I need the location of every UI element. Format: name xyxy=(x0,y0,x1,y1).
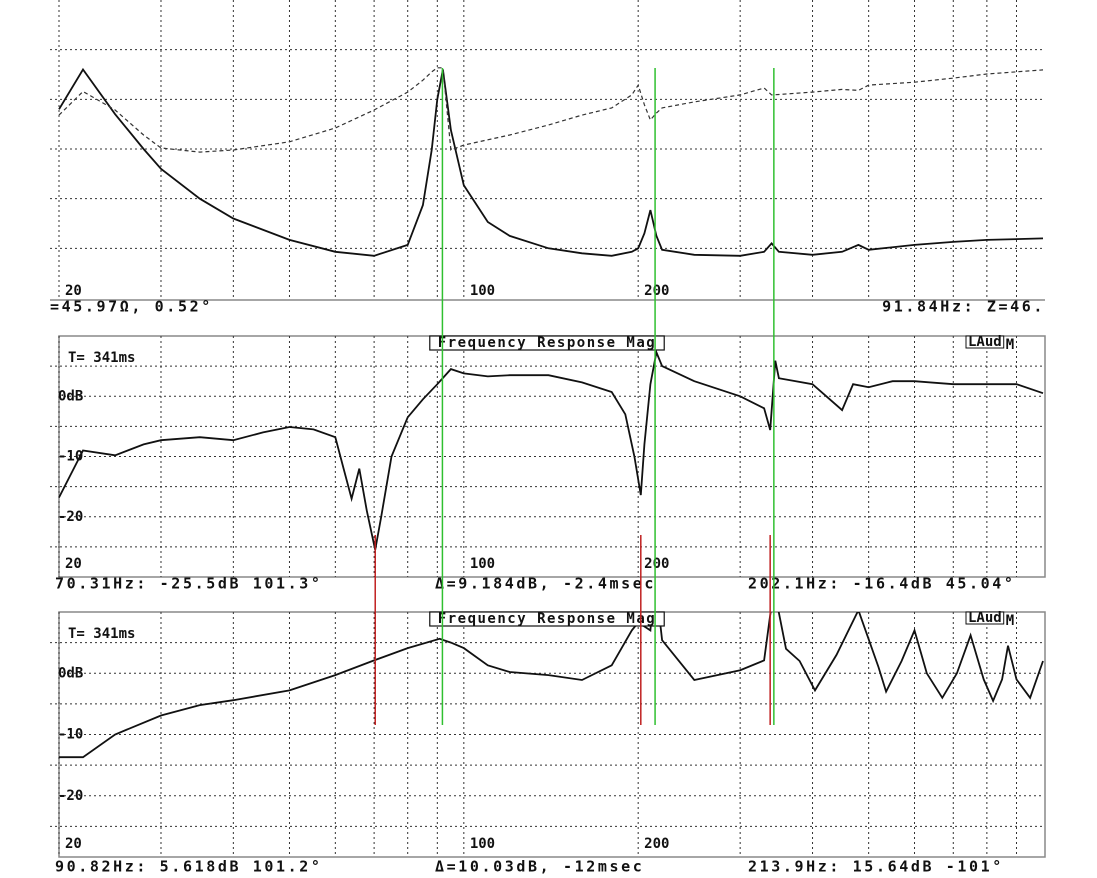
y-tick-label: -10 xyxy=(58,727,83,743)
plot-area xyxy=(58,67,1044,257)
status-readout: Δ=10.03dB, -12msec xyxy=(435,858,644,876)
badge-sub: M xyxy=(1006,613,1014,629)
panel-frame xyxy=(58,611,1046,858)
time-label: T= 341ms xyxy=(68,350,135,366)
badge-sub: M xyxy=(1006,337,1014,353)
x-tick-label: 200 xyxy=(644,836,669,852)
title-box xyxy=(429,611,665,627)
panel-frame xyxy=(58,335,1046,578)
status-readout: 90.82Hz: 5.618dB 101.2° xyxy=(55,858,323,876)
trace xyxy=(59,349,1044,551)
status-readout: Δ=9.184dB, -2.4msec xyxy=(435,575,656,593)
trace xyxy=(58,67,1044,153)
y-tick-label: -20 xyxy=(58,509,83,525)
x-tick-label: 100 xyxy=(470,556,495,572)
y-tick-label: -20 xyxy=(58,788,83,804)
status-readout: 91.84Hz: Z=46. xyxy=(882,298,1045,316)
x-tick-label: 200 xyxy=(644,283,669,299)
y-tick-label: 0dB xyxy=(58,665,83,681)
trace xyxy=(59,612,1044,759)
badge-box xyxy=(965,611,1005,625)
x-tick-label: 100 xyxy=(470,836,495,852)
panel-title: Frequency Response Mag xyxy=(438,335,656,351)
status-readout: 213.9Hz: 15.64dB -101° xyxy=(748,858,1004,876)
badge-box xyxy=(965,335,1005,349)
time-label: T= 341ms xyxy=(68,626,135,642)
panel-title: Frequency Response Mag xyxy=(438,611,656,627)
status-readout: 202.1Hz: -16.4dB 45.04° xyxy=(748,575,1016,593)
x-tick-label: 20 xyxy=(65,836,82,852)
x-tick-label: 20 xyxy=(65,556,82,572)
plot-area xyxy=(59,612,1044,759)
status-readout: 70.31Hz: -25.5dB 101.3° xyxy=(55,575,323,593)
badge: LAud xyxy=(968,334,1002,350)
plot-area xyxy=(59,349,1044,551)
status-readout: =45.97Ω, 0.52° xyxy=(50,298,213,316)
x-tick-label: 100 xyxy=(470,283,495,299)
x-tick-label: 20 xyxy=(65,283,82,299)
x-tick-label: 200 xyxy=(644,556,669,572)
badge: LAud xyxy=(968,610,1002,626)
trace xyxy=(58,67,1044,257)
y-tick-label: 0dB xyxy=(58,388,83,404)
title-box xyxy=(429,335,665,351)
